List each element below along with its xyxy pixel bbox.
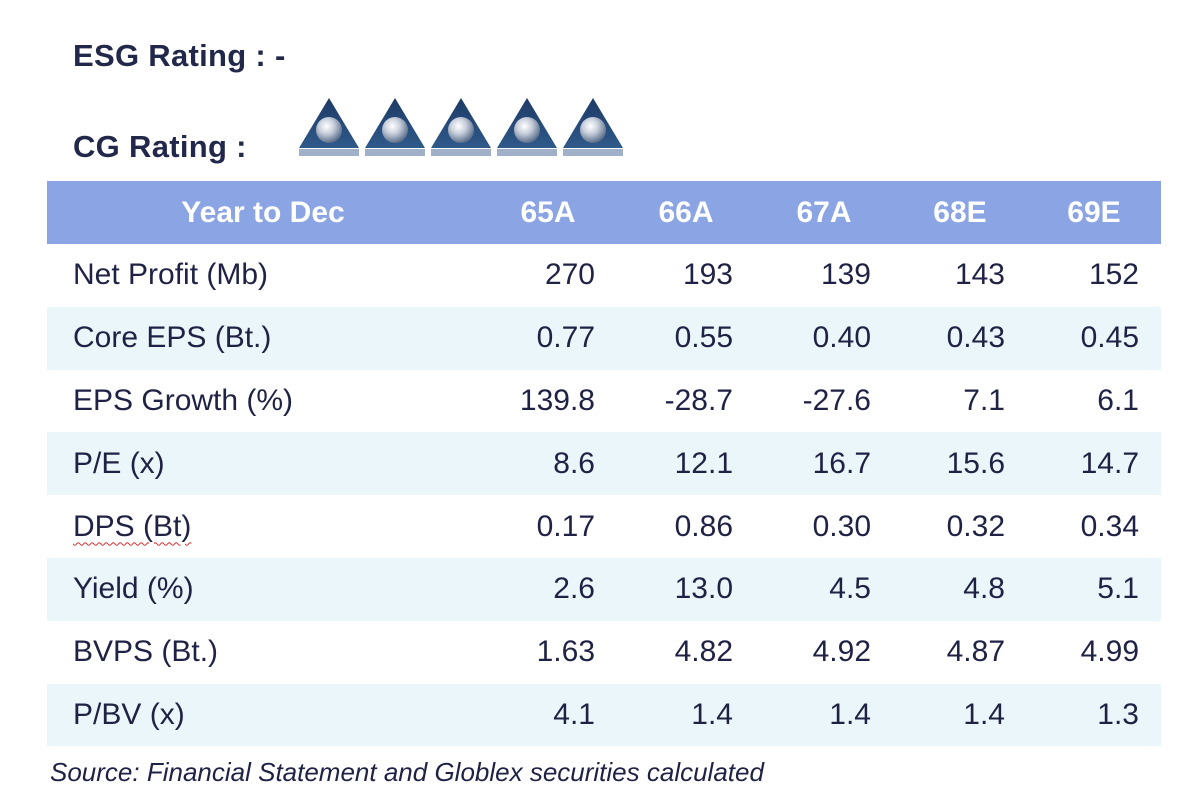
cell-value: 5.1 — [1027, 557, 1161, 621]
dps-label-text: DPS (Bt) — [73, 509, 192, 543]
cell-value: 1.63 — [536, 635, 595, 669]
cell-value: 6.1 — [1097, 383, 1139, 417]
header-66a: 66A — [617, 181, 755, 244]
cell-value: 0.34 — [1080, 509, 1139, 543]
cell-value: 1.3 — [1027, 683, 1161, 747]
cell-value: 15.6 — [893, 432, 1027, 496]
table-row: Core EPS (Bt.) 0.77 0.55 0.40 0.43 0.45 — [47, 306, 1161, 370]
table-row: DPS (Bt) 0.17 0.86 0.30 0.32 0.34 — [47, 495, 1161, 558]
cell-value: 14.7 — [1027, 432, 1161, 496]
cg-rating-triangle-icon — [299, 98, 359, 156]
row-label: P/BV (x) — [47, 683, 479, 747]
cell-value: 0.32 — [946, 509, 1005, 543]
cell-value: 4.8 — [893, 557, 1027, 621]
row-label: Net Profit (Mb) — [73, 258, 269, 292]
header-67a: 67A — [755, 181, 893, 244]
header-68e: 68E — [893, 181, 1027, 244]
cg-rating-triangle-icon — [563, 98, 623, 156]
table-row: P/E (x) 8.6 12.1 16.7 15.6 14.7 — [47, 432, 1161, 496]
row-label: EPS Growth (%) — [73, 383, 294, 417]
table-row: EPS Growth (%) 139.8 -28.7 -27.6 7.1 6.1 — [47, 370, 1161, 433]
cell-value: -27.6 — [802, 383, 871, 417]
cell-value: 0.30 — [812, 509, 871, 543]
row-label: DPS (Bt) — [47, 495, 479, 558]
cell-value: 143 — [954, 258, 1005, 292]
source-note: Source: Financial Statement and Globlex … — [50, 757, 764, 787]
cell-value: 0.55 — [617, 306, 755, 370]
cell-value: 12.1 — [617, 432, 755, 496]
cell-value: 0.40 — [755, 306, 893, 370]
table-row: Net Profit (Mb) 270 193 139 143 152 — [47, 244, 1161, 307]
cell-value: 1.4 — [617, 683, 755, 747]
cell-value: 4.5 — [755, 557, 893, 621]
row-label: BVPS (Bt.) — [73, 635, 219, 669]
cell-value: 2.6 — [479, 557, 617, 621]
cell-value: 4.99 — [1080, 635, 1139, 669]
esg-rating: ESG Rating : - — [73, 38, 286, 73]
cell-value: 139 — [820, 258, 871, 292]
cell-value: 0.77 — [479, 306, 617, 370]
row-label: Yield (%) — [47, 557, 479, 621]
header-69e: 69E — [1027, 181, 1161, 244]
cg-rating-label: CG Rating : — [73, 129, 247, 164]
cell-value: 270 — [544, 258, 595, 292]
cell-value: 13.0 — [617, 557, 755, 621]
cg-rating-icons — [297, 96, 625, 158]
cell-value: 152 — [1088, 258, 1139, 292]
table-header-row: Year to Dec 65A 66A 67A 68E 69E — [47, 181, 1161, 244]
table-row: Yield (%) 2.6 13.0 4.5 4.8 5.1 — [47, 557, 1161, 621]
cg-rating-row: CG Rating : — [73, 96, 623, 164]
cell-value: 193 — [682, 258, 733, 292]
table-row: P/BV (x) 4.1 1.4 1.4 1.4 1.3 — [47, 683, 1161, 747]
cell-value: 4.92 — [812, 635, 871, 669]
cg-rating-triangle-icon — [497, 98, 557, 156]
cell-value: 0.43 — [893, 306, 1027, 370]
cell-value: -28.7 — [664, 383, 733, 417]
cell-value: 16.7 — [755, 432, 893, 496]
cell-value: 0.45 — [1027, 306, 1161, 370]
cg-rating-triangle-icon — [365, 98, 425, 156]
cell-value: 4.1 — [479, 683, 617, 747]
financial-summary-table: Year to Dec 65A 66A 67A 68E 69E Net Prof… — [47, 181, 1161, 747]
row-label: Core EPS (Bt.) — [47, 306, 479, 370]
cell-value: 4.82 — [674, 635, 733, 669]
row-label: P/E (x) — [47, 432, 479, 496]
cell-value: 1.4 — [755, 683, 893, 747]
cell-value: 4.87 — [946, 635, 1005, 669]
header-year-to-dec: Year to Dec — [47, 181, 479, 244]
cell-value: 0.17 — [536, 509, 595, 543]
cg-rating-triangle-icon — [431, 98, 491, 156]
header-65a: 65A — [479, 181, 617, 244]
cell-value: 8.6 — [479, 432, 617, 496]
cell-value: 1.4 — [893, 683, 1027, 747]
cell-value: 0.86 — [674, 509, 733, 543]
cell-value: 139.8 — [519, 383, 595, 417]
cell-value: 7.1 — [963, 383, 1005, 417]
table-row: BVPS (Bt.) 1.63 4.82 4.92 4.87 4.99 — [47, 621, 1161, 684]
